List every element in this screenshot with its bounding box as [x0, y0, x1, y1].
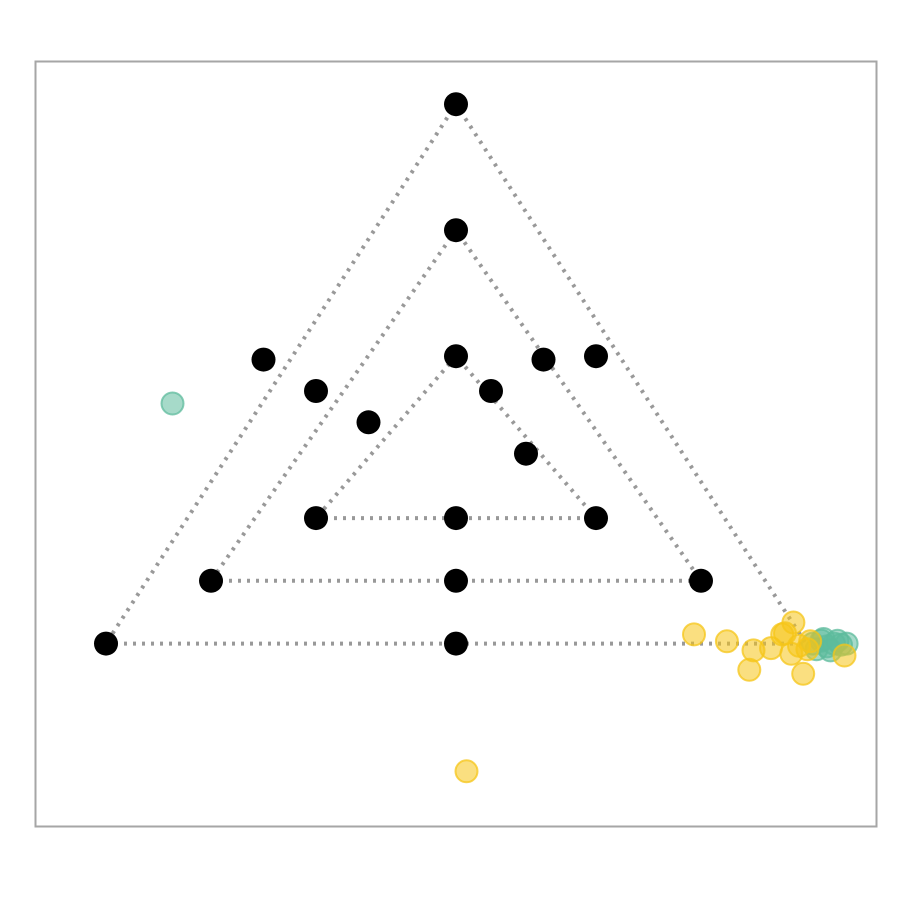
data-point-series-0-16 [444, 506, 468, 531]
data-point-series-0-11 [444, 344, 468, 369]
triangle-guides [102, 100, 810, 646]
data-point-series-0-5 [444, 218, 468, 243]
data-point-series-2-0 [454, 759, 479, 784]
data-point-series-2-2 [714, 629, 739, 654]
data-point-series-0-12 [356, 410, 381, 435]
data-point-series-0-0 [444, 92, 468, 117]
data-point-series-0-14 [514, 441, 538, 466]
data-point-series-2-1 [682, 622, 706, 647]
data-point-series-0-17 [584, 506, 608, 531]
data-points [94, 92, 859, 784]
data-point-series-2-14 [832, 643, 857, 668]
plot-frame [34, 60, 878, 828]
data-point-series-2-12 [795, 637, 820, 662]
data-point-series-2-13 [773, 621, 797, 646]
data-point-series-0-9 [444, 568, 468, 593]
data-point-series-1-0 [160, 391, 185, 416]
data-point-series-0-13 [479, 379, 503, 403]
data-point-series-0-15 [304, 506, 328, 531]
data-point-series-0-3 [94, 631, 118, 656]
data-point-series-0-6 [304, 379, 328, 403]
data-point-series-0-4 [444, 631, 468, 656]
data-point-series-0-7 [531, 347, 556, 372]
data-point-series-0-2 [584, 344, 608, 369]
data-point-series-0-10 [689, 568, 713, 593]
data-point-series-0-8 [199, 568, 223, 593]
data-point-series-0-1 [251, 347, 276, 372]
data-point-series-2-10 [791, 661, 816, 686]
data-point-series-2-4 [737, 657, 762, 682]
triangle-guide-outer [102, 100, 810, 646]
triangle-guide-inner [311, 353, 601, 521]
